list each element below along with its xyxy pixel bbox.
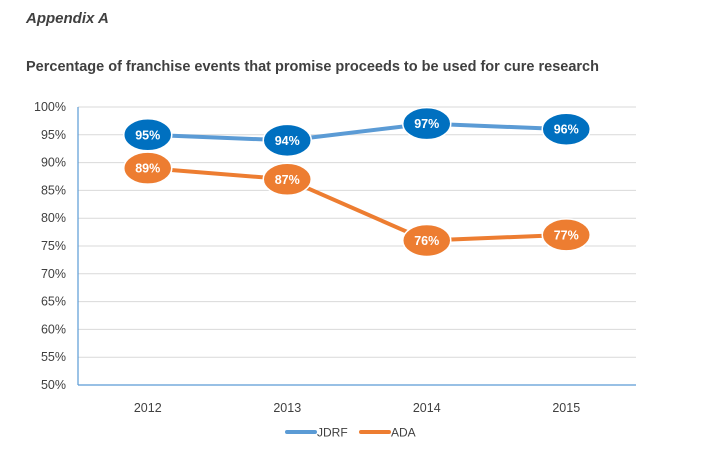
data-label-jdrf: 97% — [414, 117, 439, 131]
y-tick-label: 85% — [41, 183, 66, 197]
data-label-ada: 76% — [414, 234, 439, 248]
data-point-jdrf — [402, 106, 452, 141]
x-tick-label: 2013 — [273, 401, 301, 415]
legend-label-jdrf: JDRF — [317, 426, 348, 440]
data-point-ada — [262, 162, 312, 197]
series-line-jdrf — [145, 121, 569, 143]
data-label-jdrf: 96% — [554, 123, 579, 137]
y-tick-label: 80% — [41, 211, 66, 225]
data-label-jdrf: 95% — [135, 128, 160, 142]
y-tick-label: 50% — [41, 378, 66, 392]
y-tick-label: 70% — [41, 267, 66, 281]
y-tick-label: 65% — [41, 295, 66, 309]
data-label-ada: 87% — [275, 173, 300, 187]
x-tick-label: 2015 — [552, 401, 580, 415]
data-point-jdrf — [262, 123, 312, 158]
y-tick-label: 90% — [41, 156, 66, 170]
y-tick-label: 100% — [34, 100, 66, 114]
x-tick-label: 2012 — [134, 401, 162, 415]
y-tick-label: 60% — [41, 322, 66, 336]
data-point-ada — [541, 218, 591, 252]
series-line-ada — [145, 166, 569, 243]
chart-title: Percentage of franchise events that prom… — [26, 59, 599, 75]
data-point-jdrf — [123, 118, 173, 152]
y-tick-label: 75% — [41, 239, 66, 253]
data-point-jdrf — [541, 112, 591, 146]
x-tick-label: 2014 — [413, 401, 441, 415]
data-point-ada — [402, 223, 452, 258]
data-label-jdrf: 94% — [275, 134, 300, 148]
appendix-heading: Appendix A — [26, 10, 109, 27]
data-point-ada — [123, 151, 173, 185]
data-label-ada: 77% — [554, 228, 579, 242]
legend-label-ada: ADA — [391, 426, 416, 440]
data-label-ada: 89% — [135, 162, 160, 176]
y-tick-label: 55% — [41, 350, 66, 364]
y-tick-label: 95% — [41, 128, 66, 142]
